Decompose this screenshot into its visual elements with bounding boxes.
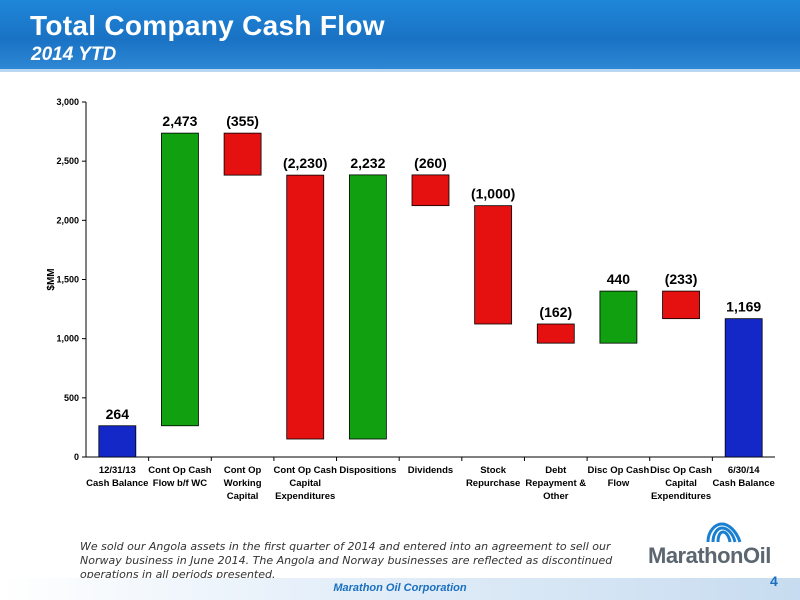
category-label-line: 12/31/13 <box>99 465 136 476</box>
bar-1 <box>98 425 137 458</box>
category-label-line: Cash Balance <box>86 478 148 489</box>
category-label-line: Repurchase <box>466 478 520 489</box>
category-label-line: Capital <box>289 478 321 489</box>
footer-bar: Marathon Oil Corporation <box>0 578 800 600</box>
category-label-line: Capital <box>665 478 697 489</box>
data-label: (233) <box>665 271 698 287</box>
category-label: Dividends <box>408 465 453 476</box>
footnote: We sold our Angola assets in the first q… <box>80 540 613 581</box>
page-subtitle: 2014 YTD <box>31 44 117 65</box>
waterfall-chart: 0 500 1,000 1,500 2,000 2,500 3,000 $MM 264 12/31… <box>46 97 775 502</box>
y-tick-label: 500 <box>64 393 79 403</box>
bar-4 <box>286 174 325 440</box>
data-label: 440 <box>607 271 631 287</box>
category-label-line: Cont Op <box>224 465 262 476</box>
bar-9 <box>599 290 638 344</box>
y-tick-label: 1,500 <box>56 275 79 285</box>
data-label: (355) <box>226 113 259 129</box>
category-label-line: Capital <box>227 491 259 502</box>
category-label-line: Dividends <box>408 465 453 476</box>
logo-text: MarathonOil <box>648 543 771 568</box>
data-label: 1,169 <box>726 299 761 315</box>
y-tick-label: 2,500 <box>56 156 79 166</box>
page-number: 4 <box>770 573 778 589</box>
data-label: (2,230) <box>283 155 327 171</box>
data-label: (162) <box>539 304 572 320</box>
category-label: Dispositions <box>339 465 396 476</box>
category-label-line: Disc Op Cash <box>650 465 712 476</box>
marathon-wave-icon <box>706 522 742 543</box>
category-label-line: Stock <box>480 465 507 476</box>
bar-2 <box>161 132 199 427</box>
bar-7 <box>474 205 513 325</box>
category-label-line: Repayment & <box>525 478 586 489</box>
category-label: 6/30/14 Cash Balance <box>713 465 775 489</box>
category-label: 12/31/13 Cash Balance <box>86 465 148 489</box>
bar-8 <box>536 323 575 344</box>
title-rule <box>0 69 800 72</box>
bar-11 <box>724 318 763 458</box>
marathon-oil-logo: MarathonOil <box>648 522 788 570</box>
y-tick-label: 0 <box>74 452 79 462</box>
page-title: Total Company Cash Flow <box>30 10 385 41</box>
category-label: Cont Op Cash Capital Expenditures <box>274 465 338 502</box>
category-label: Debt Repayment & Other <box>525 465 586 502</box>
category-label-line: Dispositions <box>339 465 396 476</box>
category-label-line: Other <box>543 491 569 502</box>
category-label-line: Cont Op Cash <box>148 465 212 476</box>
category-label-line: Flow b/f WC <box>153 478 207 489</box>
category-label-line: Working <box>224 478 262 489</box>
data-label: 2,232 <box>350 155 385 171</box>
bar-10 <box>662 290 700 320</box>
bar-5 <box>348 174 387 440</box>
data-label: 264 <box>106 406 130 422</box>
category-label-line: Cont Op Cash <box>274 465 338 476</box>
y-tick-label: 1,000 <box>56 334 79 344</box>
category-label-line: Cash Balance <box>713 478 775 489</box>
data-label: (260) <box>414 155 447 171</box>
bar-6 <box>411 174 450 207</box>
footer-company: Marathon Oil Corporation <box>333 582 467 594</box>
category-label: Disc Op Cash Capital Expenditures <box>650 465 712 502</box>
category-label: Cont Op Cash Flow b/f WC <box>148 465 212 489</box>
y-axis-label: $MM <box>46 268 57 290</box>
category-label-line: Debt <box>545 465 567 476</box>
title-bar: Total Company Cash Flow 2014 YTD <box>0 0 800 72</box>
y-tick-label: 3,000 <box>56 97 79 107</box>
y-tick-label: 2,000 <box>56 215 79 225</box>
data-label: (1,000) <box>471 186 515 202</box>
category-label-line: Expenditures <box>275 491 335 502</box>
data-label: 2,473 <box>162 113 197 129</box>
category-label-line: Flow <box>608 478 630 489</box>
category-label: Cont Op Working Capital <box>224 465 262 502</box>
bar-3 <box>223 132 262 176</box>
category-label: Disc Op Cash Flow <box>588 465 650 489</box>
category-label-line: 6/30/14 <box>728 465 760 476</box>
category-label-line: Expenditures <box>651 491 711 502</box>
category-label-line: Disc Op Cash <box>588 465 650 476</box>
category-label: Stock Repurchase <box>466 465 520 489</box>
